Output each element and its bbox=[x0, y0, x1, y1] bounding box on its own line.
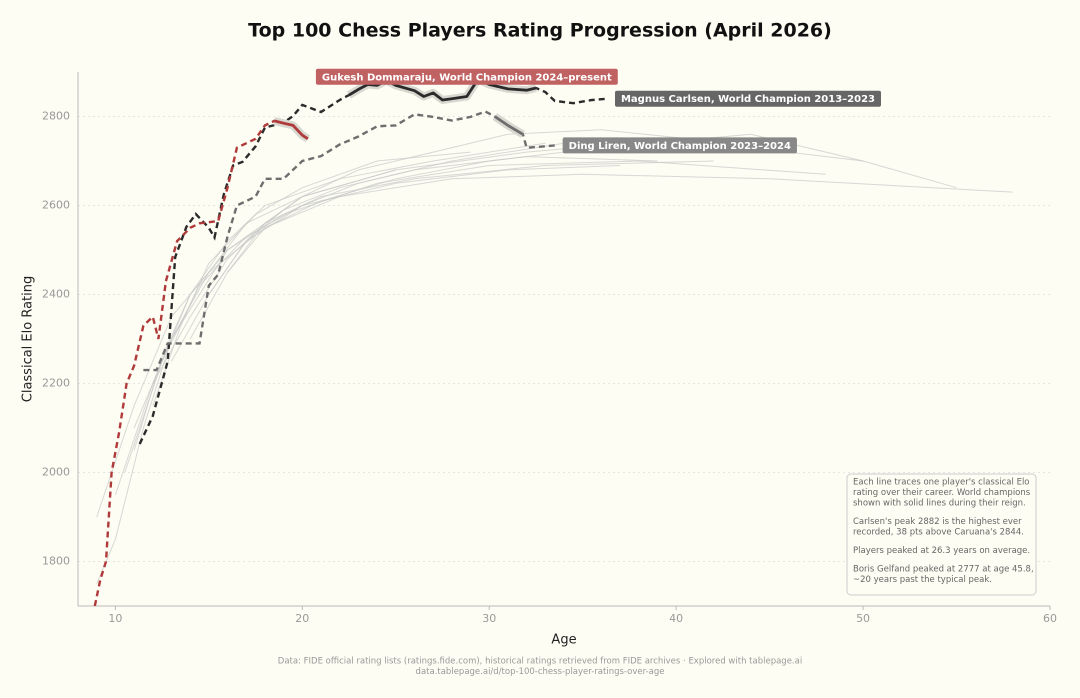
champion-label: Magnus Carlsen, World Champion 2013–2023 bbox=[621, 94, 875, 105]
y-tick-label: 2600 bbox=[42, 199, 70, 212]
y-axis-label: Classical Elo Rating bbox=[21, 276, 36, 403]
note-text: ~20 years past the typical peak. bbox=[853, 575, 992, 585]
reign-line bbox=[348, 78, 537, 102]
note-text: Each line traces one player's classical … bbox=[853, 478, 1030, 488]
champion-label: Gukesh Dommaraju, World Champion 2024–pr… bbox=[322, 72, 612, 83]
y-tick-label: 2000 bbox=[42, 466, 70, 479]
reign-line bbox=[494, 115, 524, 136]
champion-label-box bbox=[562, 137, 797, 154]
x-tick-label: 60 bbox=[1043, 612, 1057, 625]
x-tick-label: 20 bbox=[295, 612, 309, 625]
player-line bbox=[96, 173, 1013, 518]
x-tick-label: 50 bbox=[856, 612, 870, 625]
y-tick-label: 1800 bbox=[42, 555, 70, 568]
player-line bbox=[152, 160, 714, 384]
x-tick-label: 10 bbox=[108, 612, 122, 625]
note-text: Boris Gelfand peaked at 2777 at age 45.8… bbox=[853, 565, 1034, 575]
champion-line bbox=[143, 110, 555, 372]
chart-title: Top 100 Chess Players Rating Progression… bbox=[248, 20, 832, 42]
note-box bbox=[846, 473, 1037, 596]
y-tick-label: 2200 bbox=[42, 377, 70, 390]
champion-label-box bbox=[315, 68, 618, 85]
source-text: data.tablepage.ai/d/top-100-chess-player… bbox=[416, 667, 665, 677]
y-tick-label: 2800 bbox=[42, 110, 70, 123]
y-tick-label: 2400 bbox=[42, 288, 70, 301]
source-text: Data: FIDE official rating lists (rating… bbox=[278, 657, 802, 667]
note-text: rating over their career. World champion… bbox=[853, 488, 1031, 498]
x-axis-label: Age bbox=[551, 633, 576, 648]
player-line bbox=[133, 142, 546, 451]
x-tick-label: 30 bbox=[482, 612, 496, 625]
player-line bbox=[227, 129, 733, 273]
reign-line bbox=[273, 119, 309, 140]
note-text: Players peaked at 26.3 years on average. bbox=[853, 546, 1030, 556]
note-text: Carlsen's peak 2882 is the highest ever bbox=[853, 517, 1022, 527]
player-line bbox=[208, 156, 658, 295]
champion-label: Ding Liren, World Champion 2023–2024 bbox=[569, 141, 791, 152]
champion-label-box bbox=[614, 90, 881, 107]
note-text: shown with solid lines during their reig… bbox=[853, 499, 1026, 509]
note-text: recorded, 38 pts above Caruana's 2844. bbox=[853, 528, 1024, 538]
x-tick-label: 40 bbox=[669, 612, 683, 625]
